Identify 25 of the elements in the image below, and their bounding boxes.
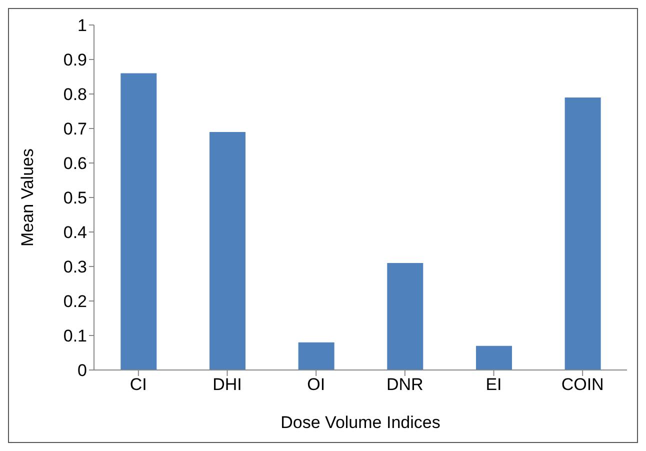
x-tick-label: OI [307, 375, 326, 394]
y-tick-label: 0.4 [63, 223, 87, 242]
y-axis-title: Mean Values [18, 148, 38, 246]
x-tick-label: DNR [386, 375, 424, 394]
bar [120, 73, 157, 370]
bar [476, 346, 512, 370]
y-tick-label: 0.8 [63, 85, 87, 104]
y-tick-label: 0.1 [63, 326, 87, 346]
bar [209, 132, 246, 370]
x-tick-label: EI [486, 375, 502, 394]
bar [298, 342, 334, 370]
y-tick-label: 0.7 [63, 120, 87, 139]
x-tick-label: CI [130, 375, 147, 394]
bar [387, 263, 424, 370]
y-tick-label: 0.2 [63, 292, 87, 312]
y-tick-label: 0.9 [63, 50, 87, 70]
y-tick-label: 0 [78, 361, 87, 380]
x-tick-label: DHI [212, 375, 242, 394]
y-tick-label: 0.5 [63, 188, 87, 208]
x-tick-label: COIN [561, 375, 604, 394]
x-axis-title: Dose Volume Indices [280, 413, 440, 432]
y-tick-label: 1 [78, 16, 87, 36]
y-tick-label: 0.6 [63, 154, 87, 174]
bar [564, 97, 601, 370]
y-tick-label: 0.3 [63, 258, 87, 277]
